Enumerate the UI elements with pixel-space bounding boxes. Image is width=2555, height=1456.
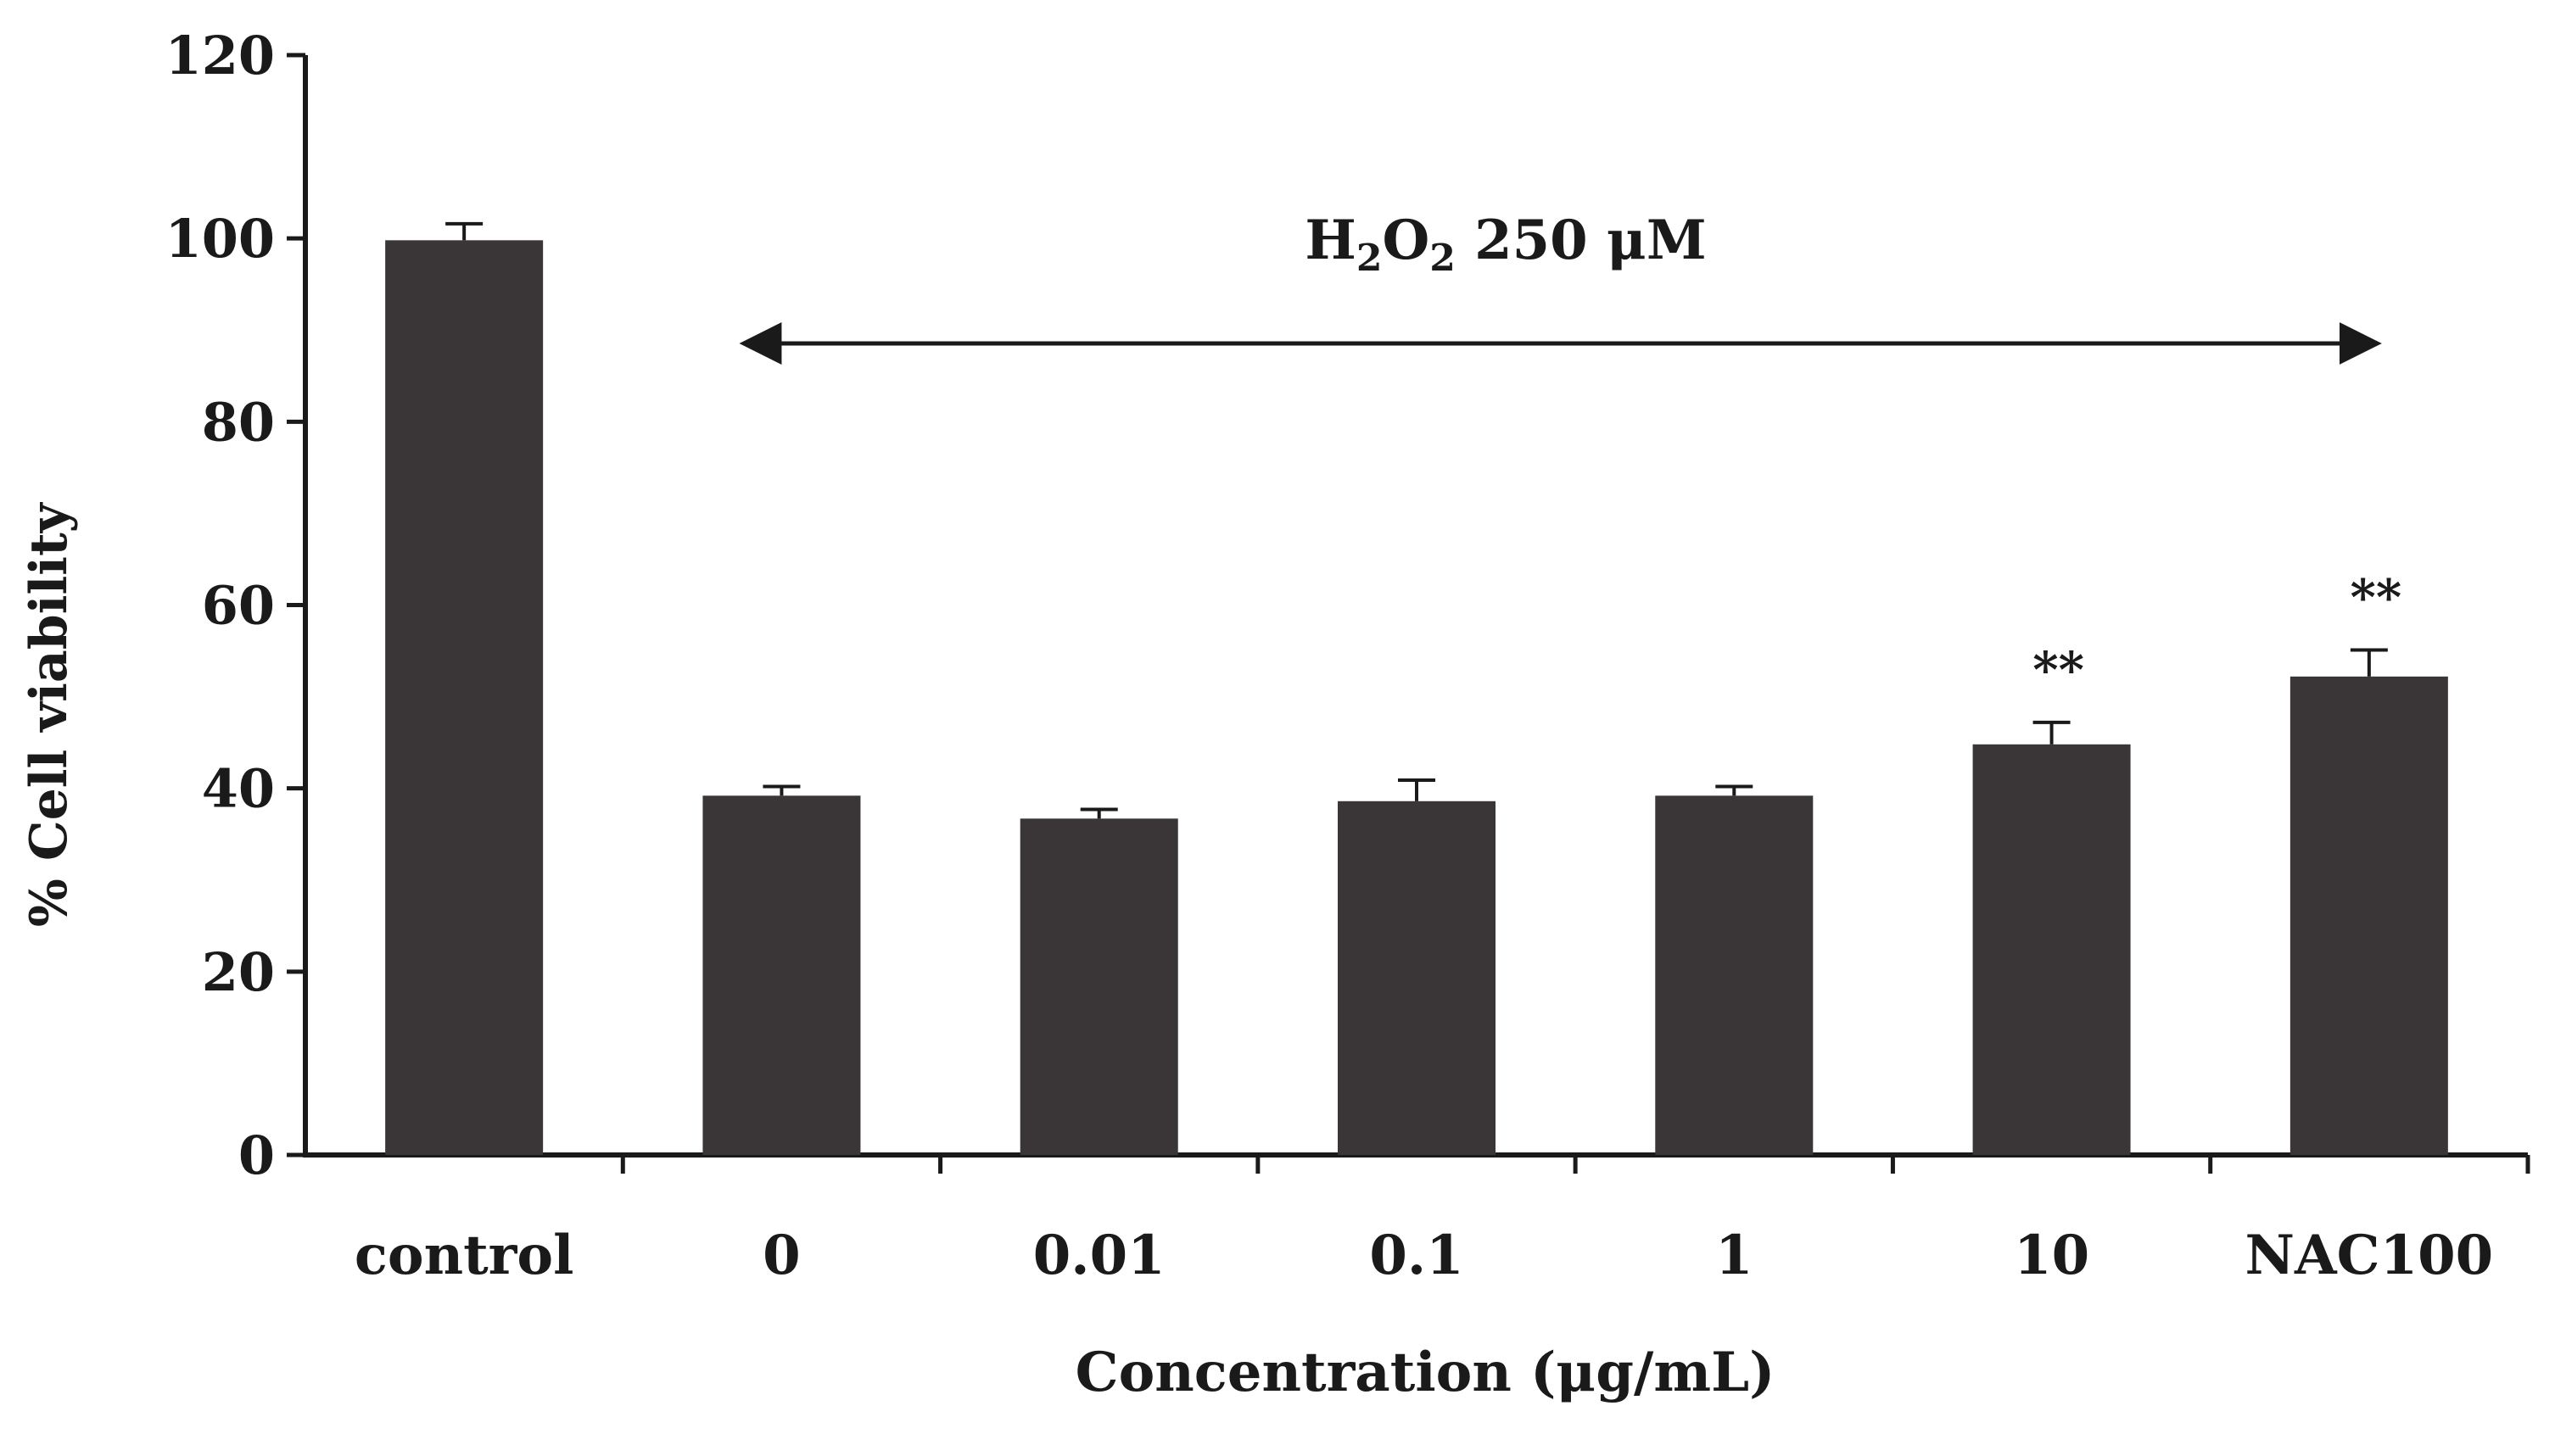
y-ticks: 0 20 40 60 80 100 120	[165, 25, 305, 1186]
y-axis-label: % Cell viability	[20, 501, 79, 927]
annotation-rest: 250 μM	[1456, 209, 1707, 272]
y-axis: 0 20 40 60 80 100 120	[165, 25, 308, 1186]
annotation-o: O	[1382, 209, 1429, 272]
annotation-sub1: 2	[1356, 237, 1383, 280]
x-tick-label: 10	[2014, 1224, 2089, 1287]
x-axis: control 0 0.01 0.1 1 10 NAC100	[303, 1152, 2530, 1287]
bar	[1972, 744, 2131, 1155]
significance-mark: **	[2351, 568, 2402, 626]
x-tick-label: 0	[763, 1224, 801, 1287]
x-ticks: control 0 0.01 0.1 1 10 NAC100	[355, 1155, 2530, 1287]
bar	[702, 795, 861, 1155]
annotation-h: H	[1305, 209, 1356, 272]
significance-marks: ** **	[2032, 568, 2401, 698]
annotation-sub2: 2	[1429, 237, 1456, 280]
y-tick-label: 40	[202, 758, 275, 820]
bar	[385, 240, 544, 1155]
significance-mark: **	[2032, 641, 2084, 699]
error-bars	[445, 221, 2388, 819]
x-tick-label: control	[355, 1224, 573, 1287]
annotation-label: H2O2 250 μM	[1305, 209, 1706, 280]
x-tick-label: 0.01	[1033, 1224, 1166, 1287]
bar	[1338, 801, 1496, 1155]
y-tick-label: 120	[165, 25, 275, 86]
x-axis-label: Concentration (μg/mL)	[1076, 1341, 1775, 1404]
bar	[1020, 818, 1178, 1155]
y-tick-label: 100	[165, 208, 275, 270]
bar	[2289, 676, 2448, 1155]
bars	[385, 240, 2448, 1155]
x-tick-label: 1	[1715, 1224, 1753, 1287]
x-tick-label: 0.1	[1369, 1224, 1463, 1287]
h2o2-annotation: H2O2 250 μM	[739, 209, 2382, 365]
y-tick-label: 80	[202, 391, 275, 453]
y-tick-label: 20	[202, 941, 275, 1003]
bar	[1655, 795, 1814, 1155]
y-tick-label: 60	[202, 575, 275, 637]
y-tick-label: 0	[238, 1124, 275, 1186]
x-tick-label: NAC100	[2245, 1224, 2494, 1287]
